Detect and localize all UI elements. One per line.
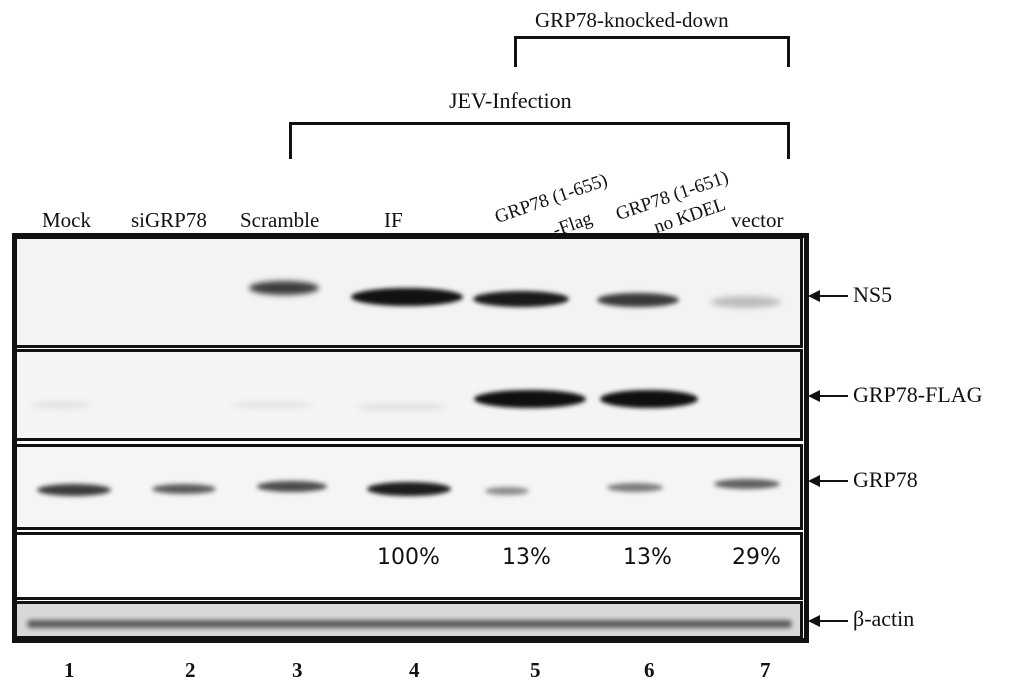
- lane-label-sigrp78: siGRP78: [131, 208, 207, 232]
- panel-grp78-flag: [14, 349, 803, 441]
- lane-label-if: IF: [384, 208, 403, 232]
- ns5-band-lane7: [711, 296, 781, 308]
- lane-number-4: 4: [409, 658, 420, 682]
- grp78-band-lane7: [714, 479, 780, 489]
- pct-lane6: 13%: [623, 545, 672, 570]
- lane-number-3: 3: [292, 658, 303, 682]
- label-grp78: GRP78: [853, 467, 918, 492]
- knockdown-header: GRP78-knocked-down: [535, 8, 729, 32]
- arrow-actin: [808, 615, 848, 627]
- grp78-band-lane3: [257, 481, 327, 492]
- arrow-grp78-flag: [808, 390, 848, 402]
- grp78-band-lane2: [152, 484, 216, 494]
- flag-band-lane5: [474, 390, 586, 408]
- panel-grp78: [14, 444, 803, 530]
- lane-label-scramble: Scramble: [240, 208, 320, 232]
- actin-band: [27, 620, 792, 628]
- label-actin: β-actin: [853, 606, 915, 631]
- flag-band-lane6: [600, 390, 698, 408]
- knockdown-bracket: [514, 36, 790, 67]
- flag-band-lane3: [232, 402, 312, 408]
- arrow-ns5: [808, 290, 848, 302]
- grp78-band-lane5: [485, 487, 529, 495]
- lane-number-6: 6: [644, 658, 655, 682]
- lane-label-mock: Mock: [42, 208, 91, 232]
- grp78-band-lane1: [37, 484, 111, 496]
- grp78-band-lane6: [607, 483, 663, 492]
- lane-number-5: 5: [530, 658, 541, 682]
- grp78-band-lane4: [367, 482, 451, 496]
- flag-band-lane1: [32, 402, 92, 408]
- lane-number-2: 2: [185, 658, 196, 682]
- panel-actin: [14, 601, 803, 639]
- ns5-band-lane4: [351, 288, 463, 306]
- pct-lane5: 13%: [502, 545, 551, 570]
- pct-lane4: 100%: [377, 545, 440, 570]
- lane-number-7: 7: [760, 658, 771, 682]
- lane-label-vector: vector: [731, 208, 784, 232]
- flag-band-lane4: [357, 404, 447, 410]
- label-ns5: NS5: [853, 282, 893, 307]
- arrow-grp78: [808, 475, 848, 487]
- pct-lane7: 29%: [732, 545, 781, 570]
- ns5-band-lane3: [249, 281, 319, 295]
- infection-header: JEV-Infection: [449, 88, 572, 113]
- infection-bracket: [289, 122, 790, 159]
- ns5-band-lane6: [597, 293, 679, 307]
- lane-number-1: 1: [64, 658, 75, 682]
- label-grp78-flag: GRP78-FLAG: [853, 382, 983, 407]
- panel-ns5: [14, 236, 803, 348]
- panel-percentages: 100% 13% 13% 29%: [14, 532, 803, 600]
- ns5-band-lane5: [473, 291, 569, 307]
